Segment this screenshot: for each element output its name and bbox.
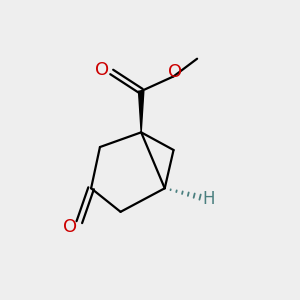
Text: H: H: [202, 190, 214, 208]
Text: O: O: [63, 218, 78, 236]
Text: O: O: [95, 61, 109, 80]
Text: O: O: [168, 63, 182, 81]
Polygon shape: [139, 91, 144, 132]
